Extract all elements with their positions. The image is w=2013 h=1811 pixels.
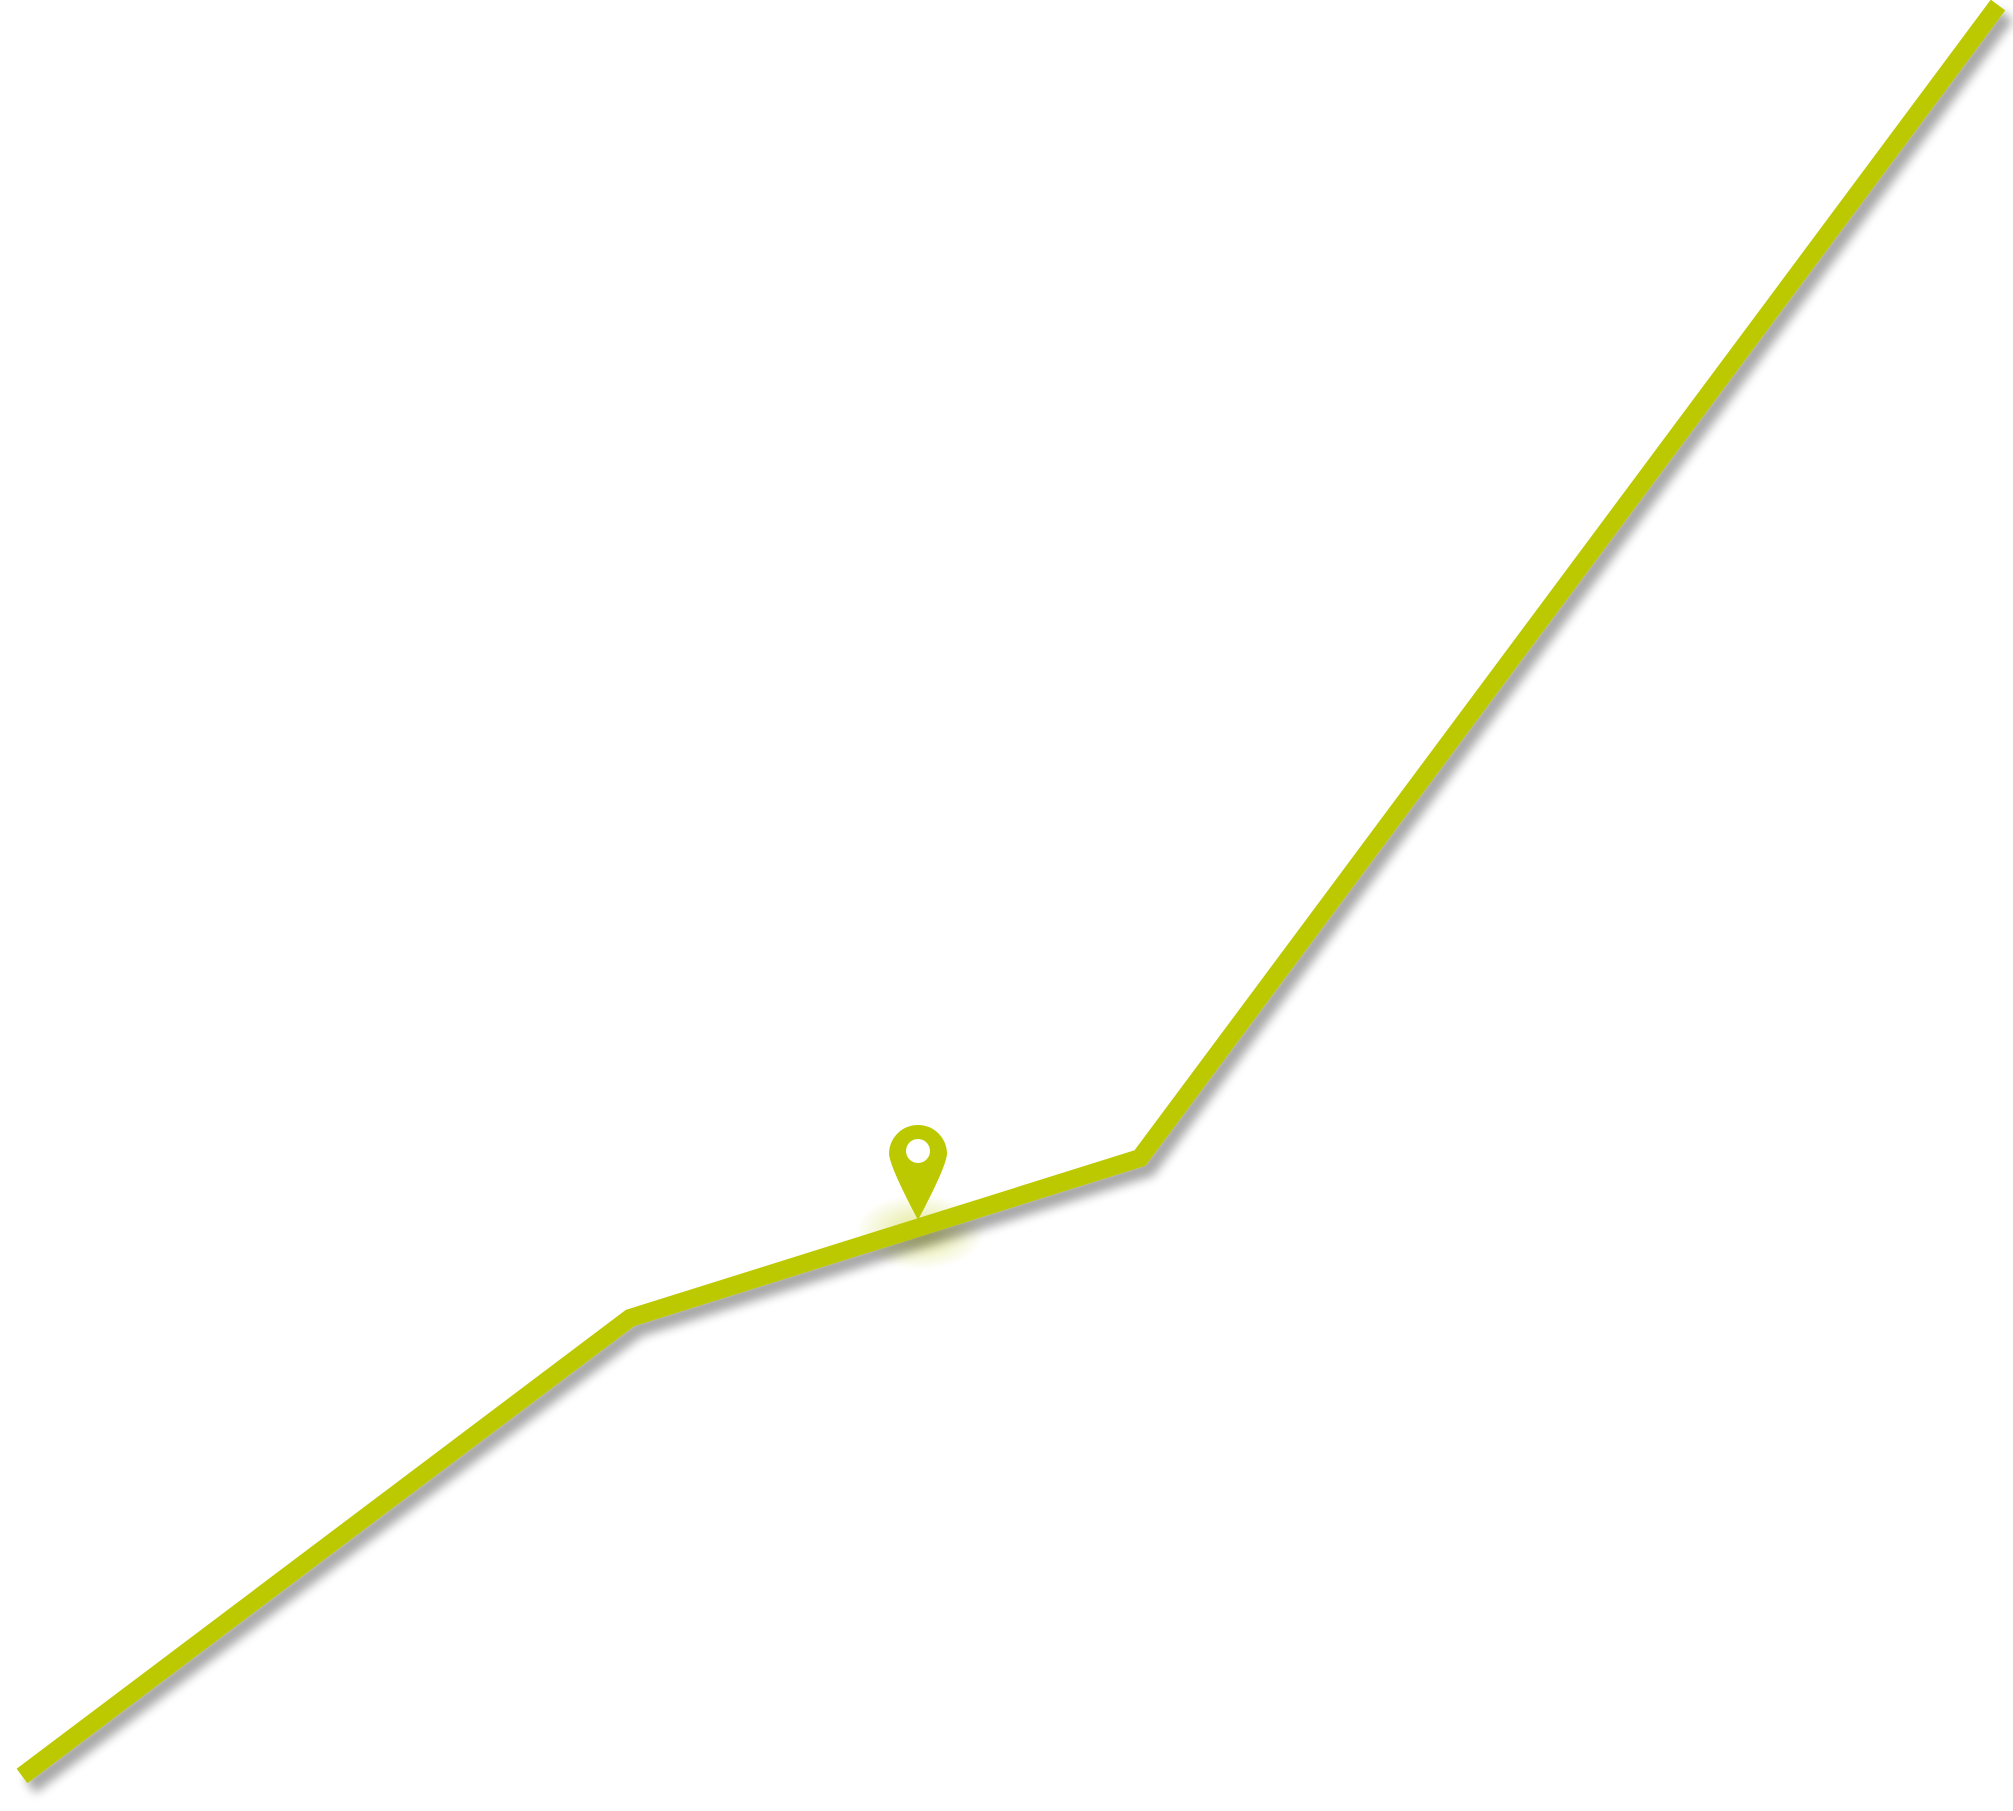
map-pin-icon[interactable] — [888, 1124, 948, 1220]
route-line — [16, 0, 2006, 1784]
map-pin-hole — [906, 1139, 930, 1163]
